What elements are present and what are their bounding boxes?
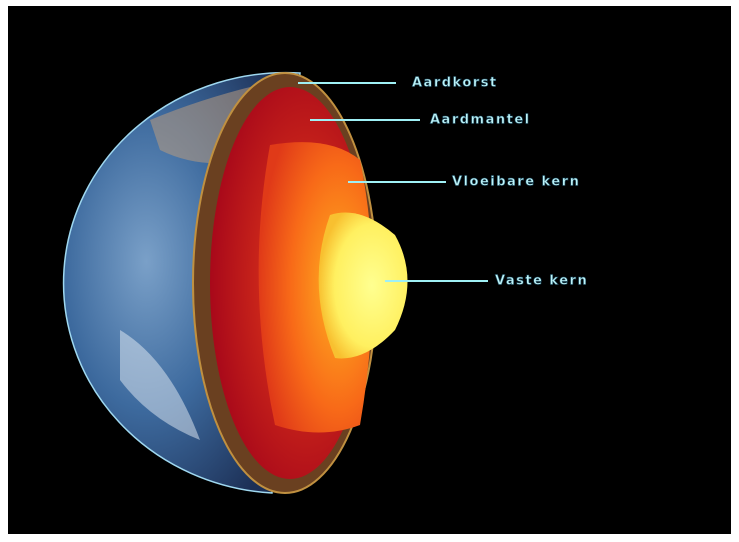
clouds — [120, 330, 200, 440]
label: Aardkorst — [412, 76, 498, 91]
label: Vaste kern — [495, 274, 588, 289]
label: Aardmantel — [430, 113, 531, 128]
label: Vloeibare kern — [452, 175, 580, 190]
inner-core — [318, 212, 408, 359]
